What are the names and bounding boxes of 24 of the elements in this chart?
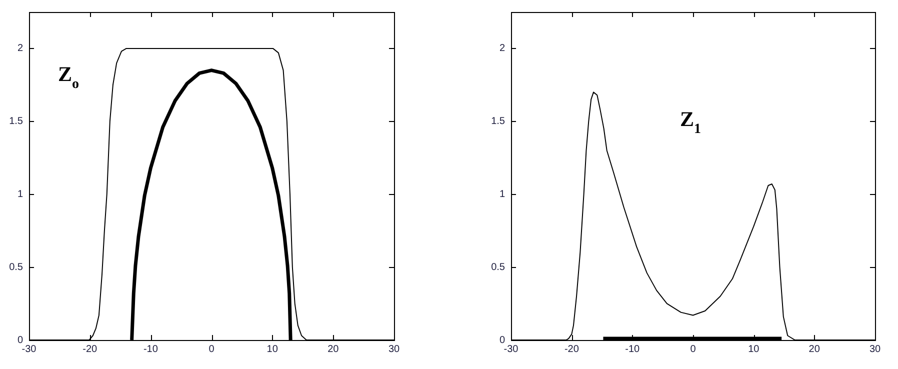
x-tick-label: 30 [388, 344, 400, 355]
x-tick-label: 20 [328, 344, 340, 355]
y-tick-label: 1.5 [491, 116, 506, 128]
x-tick-label: 0 [690, 344, 696, 355]
x-tick-label: -20 [82, 344, 98, 355]
x-tick-label: -30 [22, 344, 37, 355]
x-tick-label: 10 [748, 344, 760, 355]
x-tick-label: -20 [564, 344, 580, 355]
y-tick-label: 0.5 [491, 262, 506, 273]
y-tick-label: 2 [17, 43, 24, 54]
y-tick-label: 0 [499, 334, 506, 346]
y-tick-label: 0.5 [9, 262, 24, 273]
x-tick-label: -10 [143, 344, 158, 355]
y-tick-label: 2 [499, 43, 506, 54]
x-tick-label: 0 [208, 344, 215, 355]
y-tick-label: 1 [17, 188, 24, 200]
x-tick-label: 10 [266, 344, 278, 355]
y-tick-label: 1.5 [9, 116, 24, 128]
x-tick-label: 20 [808, 344, 820, 355]
x-tick-label: -30 [504, 344, 519, 355]
y-tick-label: 0 [17, 334, 24, 346]
x-tick-label: -10 [625, 344, 640, 355]
x-tick-label: 30 [869, 344, 881, 355]
y-tick-label: 1 [499, 188, 506, 200]
